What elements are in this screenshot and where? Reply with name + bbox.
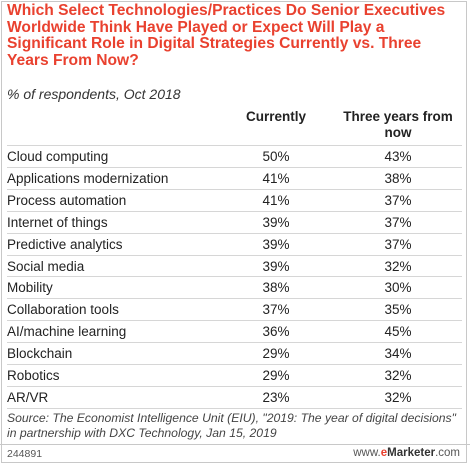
row-divider <box>7 364 462 365</box>
row-label: AI/machine learning <box>7 324 127 340</box>
source-note: Source: The Economist Intelligence Unit … <box>7 411 456 440</box>
value-currently: 29% <box>262 368 290 383</box>
row-label: Internet of things <box>7 214 108 230</box>
row-divider <box>7 145 462 146</box>
brand-e: e <box>380 447 388 459</box>
footer-divider <box>0 444 470 445</box>
table-row: AI/machine learning 36% 45% <box>0 320 470 342</box>
table-row: Collaboration tools 37% 35% <box>0 298 470 320</box>
table-row: Mobility 38% 30% <box>0 276 470 298</box>
row-divider <box>7 385 462 387</box>
brand-suffix: .com <box>435 447 460 459</box>
row-label: Predictive analytics <box>7 236 123 252</box>
chart-subtitle: % of respondents, Oct 2018 <box>7 86 181 102</box>
row-label: Robotics <box>7 368 60 383</box>
row-divider <box>7 298 462 300</box>
value-currently: 37% <box>262 302 290 318</box>
row-label: Social media <box>7 258 85 274</box>
value-currently: 38% <box>262 280 290 296</box>
value-currently: 41% <box>262 192 290 208</box>
brand-name: Marketer <box>387 447 436 459</box>
table-row: Internet of things 39% 37% <box>0 210 470 233</box>
column-header-currently: Currently <box>245 109 306 124</box>
value-currently: 36% <box>262 324 290 340</box>
value-three-years: 35% <box>384 302 412 318</box>
value-three-years: 30% <box>384 280 412 296</box>
value-currently: 29% <box>262 346 290 362</box>
table-row: Applications modernization 41% 38% <box>0 166 470 189</box>
row-divider <box>7 342 462 344</box>
row-label: AR/VR <box>7 389 49 405</box>
value-three-years: 38% <box>384 170 412 186</box>
row-label: Cloud computing <box>7 149 109 164</box>
table-row: Cloud computing 50% 43% <box>0 145 470 167</box>
row-divider <box>7 188 462 190</box>
table-row: AR/VR 23% 32% <box>0 385 470 408</box>
value-three-years: 32% <box>384 389 412 405</box>
column-header-three-years: Three years from now <box>343 109 453 140</box>
row-label: Applications modernization <box>7 170 169 186</box>
value-three-years: 43% <box>384 149 412 164</box>
row-label: Collaboration tools <box>7 302 119 318</box>
row-divider <box>7 254 462 256</box>
value-currently: 39% <box>262 214 290 230</box>
brand-prefix: www. <box>353 447 381 459</box>
value-three-years: 34% <box>384 346 412 362</box>
value-currently: 50% <box>262 149 290 164</box>
value-three-years: 37% <box>384 214 412 230</box>
chart-title: Which Select Technologies/Practices Do S… <box>7 2 446 69</box>
table-row: Social media 39% 32% <box>0 254 470 277</box>
table-row: Blockchain 29% 34% <box>0 342 470 364</box>
emarketer-logo: www.eMarketer.com <box>353 447 460 459</box>
chart-id: 244891 <box>7 448 43 460</box>
row-label: Blockchain <box>7 346 73 362</box>
row-label: Mobility <box>7 280 53 296</box>
row-divider <box>7 166 462 168</box>
table-row: Predictive analytics 39% 37% <box>0 232 470 255</box>
value-currently: 23% <box>262 389 290 405</box>
value-currently: 41% <box>262 170 290 186</box>
value-three-years: 37% <box>384 192 412 208</box>
row-divider <box>7 276 462 278</box>
row-label: Process automation <box>7 192 127 208</box>
value-currently: 39% <box>262 258 290 274</box>
value-three-years: 32% <box>384 258 412 274</box>
table-row: Robotics 29% 32% <box>0 364 470 386</box>
value-three-years: 45% <box>384 324 412 340</box>
value-three-years: 32% <box>384 368 412 383</box>
table-bottom-rule <box>7 408 462 409</box>
row-divider <box>7 232 462 234</box>
row-divider <box>7 210 462 212</box>
value-currently: 39% <box>262 236 290 252</box>
value-three-years: 37% <box>384 236 412 252</box>
row-divider <box>7 320 462 322</box>
table-row: Process automation 41% 37% <box>0 188 470 211</box>
